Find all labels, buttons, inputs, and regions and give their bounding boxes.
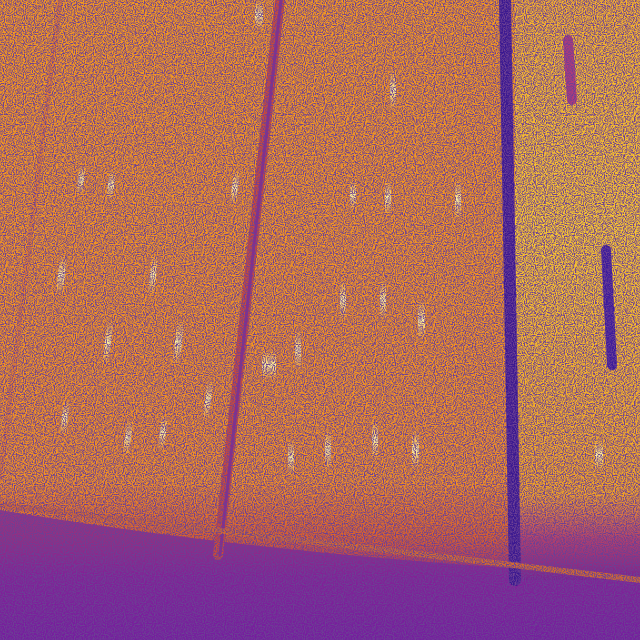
thermal-image [0,0,640,640]
sensor-noise [0,0,640,640]
